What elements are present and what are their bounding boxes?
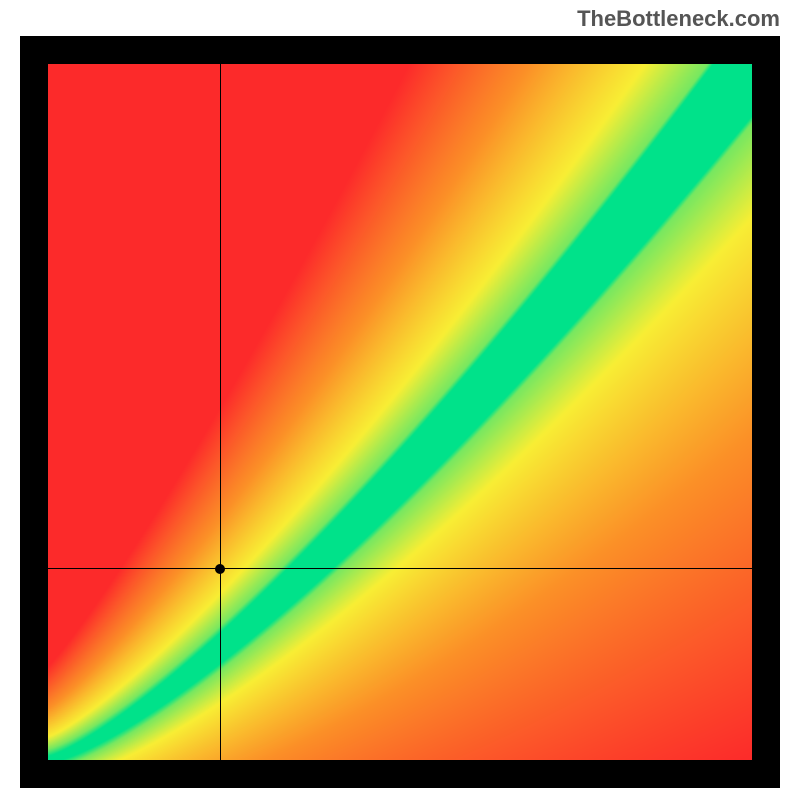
crosshair-horizontal xyxy=(48,568,752,569)
crosshair-marker xyxy=(215,564,225,574)
watermark-text: TheBottleneck.com xyxy=(577,6,780,32)
heatmap-plot xyxy=(48,64,752,760)
crosshair-vertical xyxy=(220,64,221,760)
heatmap-canvas xyxy=(48,64,752,760)
